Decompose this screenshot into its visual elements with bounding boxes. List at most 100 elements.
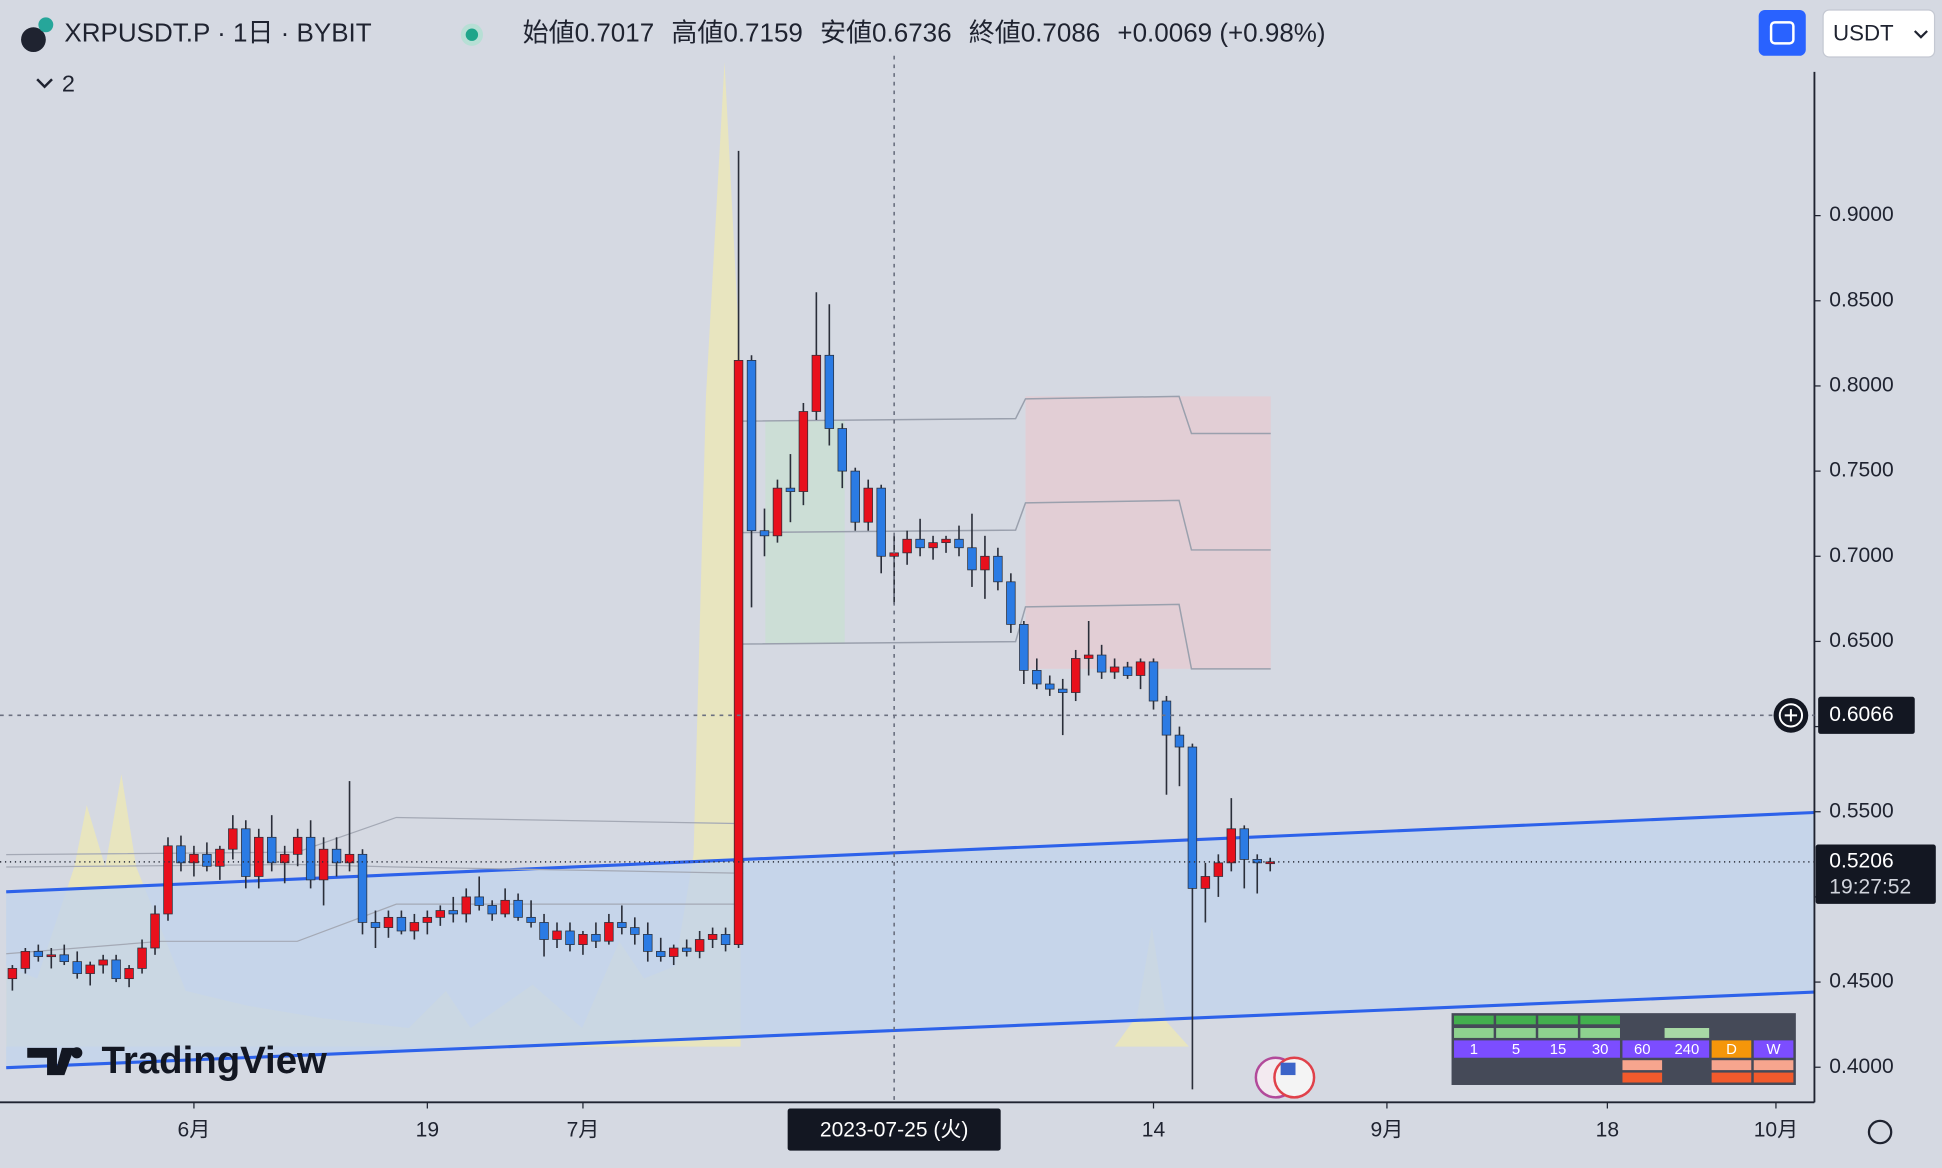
x-tick-label: 19 [416, 1118, 439, 1141]
ohlc-value: 0.7086 [1021, 18, 1101, 48]
tf-label: D [1726, 1042, 1737, 1058]
candle-body [435, 910, 446, 918]
candle-body [1239, 828, 1249, 860]
candle-body [474, 896, 484, 906]
y-tick-label: 0.4500 [1829, 970, 1893, 993]
ohlc-label: 高値 [671, 18, 723, 48]
candle-body [254, 836, 264, 877]
flag-canton [1280, 1062, 1296, 1076]
candle-body [1252, 859, 1262, 864]
cell [1711, 1060, 1752, 1071]
x-tick-label: 14 [1142, 1118, 1166, 1141]
candle-body [1006, 581, 1016, 625]
candle-body [539, 922, 549, 940]
tf-label: 1 [1470, 1042, 1478, 1058]
candle-body [1174, 734, 1185, 748]
tf-label: 15 [1550, 1042, 1567, 1058]
crosshair-date-box [787, 1108, 1001, 1151]
currency: USDT [1833, 21, 1894, 46]
candle-body [59, 954, 69, 963]
add-alert-icon [1778, 703, 1804, 728]
candle-body [46, 954, 56, 958]
candle-body [643, 934, 653, 952]
candle-body [98, 959, 108, 966]
currency-select[interactable] [1822, 9, 1936, 58]
candle-body [1226, 828, 1237, 864]
candle-body [331, 848, 342, 864]
candle-body [694, 939, 705, 952]
candle-body [318, 848, 329, 881]
candle-body [811, 354, 822, 412]
indicator-count[interactable]: 2 [62, 71, 75, 97]
collapse-chevron[interactable] [36, 78, 53, 89]
candle-body [85, 964, 95, 974]
candle-body [72, 961, 82, 974]
tf-label: 30 [1592, 1042, 1609, 1058]
ohlc-label: 始値 [523, 18, 575, 48]
y-tick-label: 0.8500 [1829, 288, 1893, 311]
candle-body [967, 547, 977, 571]
candle-body [7, 968, 18, 980]
x-tick-label: 7月 [567, 1118, 600, 1141]
candle-body [370, 922, 381, 928]
range-box [1025, 396, 1271, 669]
ohlc: 始値0.7017 高値0.7159 安値0.6736 終値0.7086 +0.0… [523, 18, 1326, 48]
add-alert-plus [1784, 709, 1798, 722]
candle-body [279, 853, 290, 864]
tf-label: W [1767, 1042, 1781, 1058]
cell [1622, 1060, 1663, 1071]
candle-body [292, 836, 303, 855]
candle-body [772, 487, 783, 537]
candle-body [1032, 670, 1042, 685]
candle-body [1058, 688, 1068, 693]
settings-icon[interactable] [1867, 1119, 1893, 1145]
candle-body [1265, 861, 1275, 865]
x-tick-label: 10月 [1754, 1118, 1798, 1141]
candle-body [1148, 661, 1159, 702]
candle-body [396, 916, 407, 932]
candle-body [1213, 862, 1224, 877]
cell [1711, 1072, 1752, 1083]
ohlc-value: 0.7017 [575, 18, 655, 48]
candle-body [824, 354, 835, 429]
crosshair-price-box [1818, 696, 1915, 734]
candle-body [733, 360, 744, 945]
candle-body [941, 538, 951, 544]
y-tick-label: 0.7000 [1829, 544, 1893, 567]
y-tick-label: 0.7500 [1829, 459, 1893, 482]
candle-body [993, 555, 1003, 583]
candle-body [798, 411, 809, 492]
cell [1753, 1072, 1794, 1083]
x-tick-label: 18 [1596, 1118, 1619, 1141]
tf-cell [1711, 1040, 1752, 1058]
tf-label: 5 [1512, 1042, 1520, 1058]
y-tick-label: 0.5500 [1829, 799, 1893, 822]
candle-body [656, 951, 666, 957]
timeframe-table: 1 5 15 30 60 240 D W [1451, 1013, 1796, 1085]
candle-body [617, 922, 627, 928]
candle-body [189, 853, 199, 864]
candle-body [163, 845, 173, 915]
candle-body [954, 538, 964, 549]
candle-body [552, 930, 562, 940]
last-price-box [1815, 844, 1936, 904]
candle-body [124, 968, 134, 980]
candle-body [928, 542, 938, 549]
cell [1664, 1028, 1710, 1038]
compare-button[interactable] [1758, 9, 1806, 56]
candle-body [604, 922, 614, 942]
plot-area [7, 150, 1275, 1090]
candle-body [578, 934, 588, 945]
ohlc-value: 0.6736 [872, 18, 952, 48]
cell [1454, 1028, 1494, 1038]
candle-body [383, 916, 394, 928]
candle-body [215, 848, 225, 867]
band-line [740, 395, 1271, 670]
candle-body [305, 836, 316, 881]
candle-body [487, 905, 497, 915]
tf-label: 60 [1634, 1042, 1651, 1058]
tf-row [1454, 1040, 1620, 1058]
channel-fill [6, 812, 1815, 1068]
ohlc-label: 終値 [969, 18, 1021, 48]
candle-body [591, 934, 601, 942]
